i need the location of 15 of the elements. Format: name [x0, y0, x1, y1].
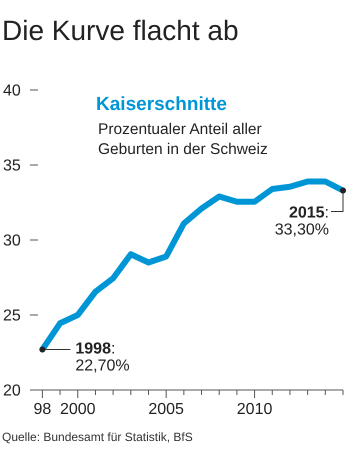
- y-tick-label: 25: [3, 308, 21, 325]
- x-tick-label: 2000: [60, 401, 96, 418]
- chart-subtitle: Kaiserschnitte: [96, 94, 227, 115]
- source-note: Quelle: Bundesamt für Statistik, BfS: [2, 430, 193, 444]
- annotation: 2015: 33,30%: [274, 204, 329, 238]
- chart-title: Die Kurve flacht ab: [2, 15, 239, 46]
- y-tick-label: 20: [3, 382, 21, 400]
- y-tick-label: 40: [3, 82, 21, 100]
- y-axis-title: Prozentualer Anteil aller Geburten in der Schweiz: [98, 121, 268, 158]
- x-tick-label: 2010: [236, 401, 272, 418]
- x-tick-label: 98: [33, 401, 52, 418]
- y-tick-label: 30: [3, 232, 21, 250]
- annotation: 1998: 22,70%: [75, 340, 130, 374]
- x-tick-label: 2005: [148, 401, 184, 418]
- y-tick-label: 35: [3, 158, 21, 175]
